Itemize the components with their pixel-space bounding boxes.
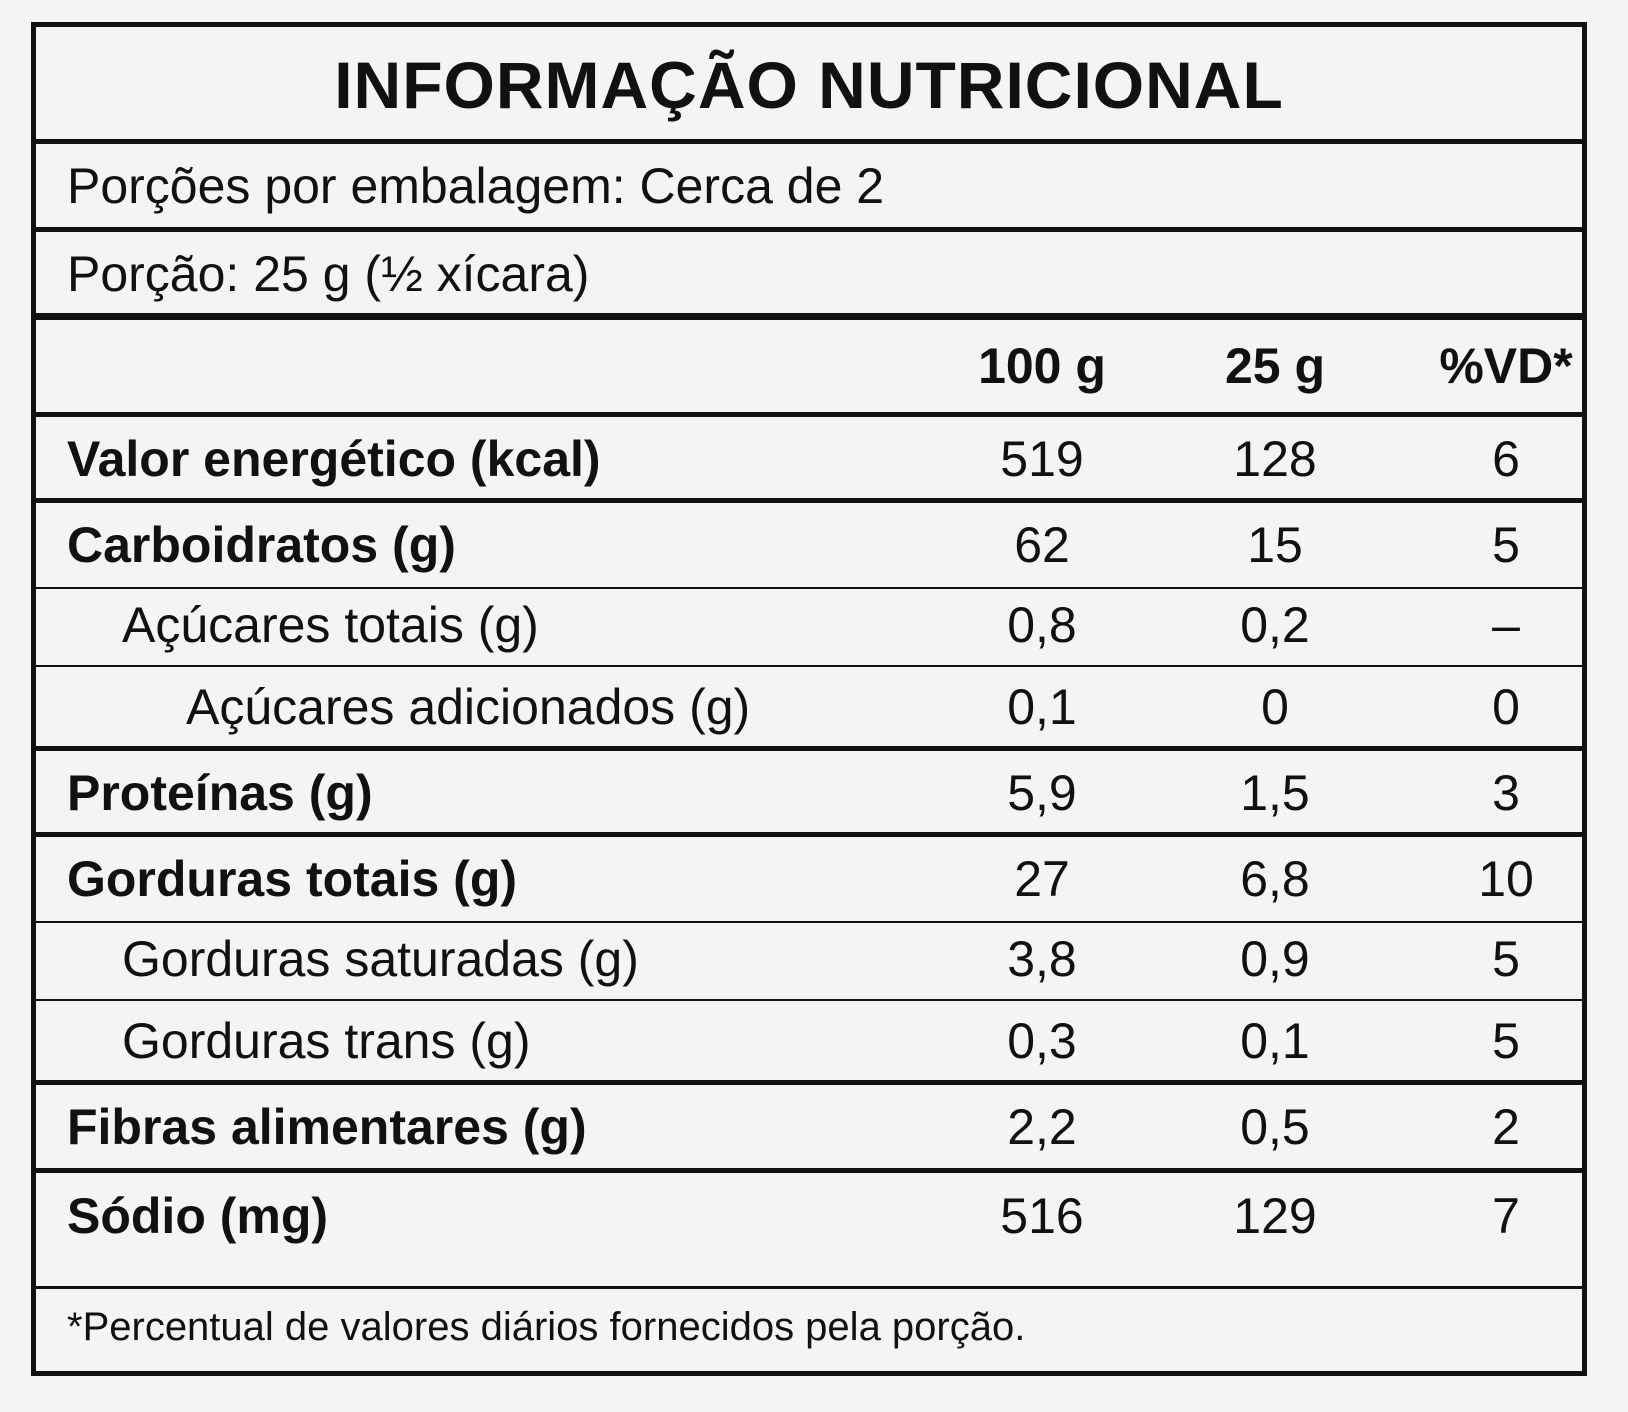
table-row-carbohydrates: Carboidratos (g) 62 15 5 (36, 503, 1582, 589)
value-vd: – (1492, 597, 1520, 653)
value-vd: 0 (1492, 679, 1520, 735)
value-25g: 129 (1233, 1188, 1317, 1244)
table-row-saturated-fat: Gorduras saturadas (g) 3,8 0,9 5 (36, 919, 1582, 1001)
value-vd: 3 (1492, 765, 1520, 821)
value-100g: 516 (1000, 1188, 1084, 1244)
value-vd: 6 (1492, 431, 1520, 487)
value-100g: 3,8 (1007, 931, 1077, 987)
value-vd: 5 (1492, 1013, 1520, 1069)
value-100g: 519 (1000, 431, 1084, 487)
value-vd: 5 (1492, 931, 1520, 987)
nutrient-name: Proteínas (g) (67, 765, 373, 821)
table-row-proteins: Proteínas (g) 5,9 1,5 3 (36, 751, 1582, 837)
value-25g: 0,5 (1240, 1099, 1310, 1155)
value-100g: 27 (1014, 851, 1070, 907)
table-row-sodium: Sódio (mg) 516 129 7 (36, 1173, 1582, 1289)
footnote: *Percentual de valores diários fornecido… (67, 1305, 1026, 1349)
value-vd: 7 (1492, 1188, 1520, 1244)
value-25g: 0 (1261, 679, 1289, 735)
nutrient-name: Carboidratos (g) (67, 517, 456, 573)
value-100g: 62 (1014, 517, 1070, 573)
table-row-total-fat: Gorduras totais (g) 27 6,8 10 (36, 837, 1582, 923)
column-header-vd: %VD* (1439, 338, 1573, 394)
value-25g: 0,1 (1240, 1013, 1310, 1069)
portion-size: Porção: 25 g (½ xícara) (36, 232, 1582, 320)
column-header-row: 100 g 25 g %VD* (36, 320, 1582, 417)
nutrient-name: Gorduras saturadas (g) (122, 931, 639, 987)
table-row-fiber: Fibras alimentares (g) 2,2 0,5 2 (36, 1085, 1582, 1173)
value-vd: 5 (1492, 517, 1520, 573)
value-100g: 0,3 (1007, 1013, 1077, 1069)
table-row-trans-fat: Gorduras trans (g) 0,3 0,1 5 (36, 1001, 1582, 1085)
value-25g: 1,5 (1240, 765, 1310, 821)
nutrient-name: Gorduras trans (g) (122, 1013, 531, 1069)
nutrient-name: Gorduras totais (g) (67, 851, 518, 907)
nutrient-name: Açúcares adicionados (g) (186, 679, 751, 735)
nutrient-name: Fibras alimentares (g) (67, 1099, 587, 1155)
table-row-energy: Valor energético (kcal) 519 128 6 (36, 417, 1582, 503)
column-header-100g: 100 g (978, 338, 1106, 394)
table-row-added-sugars: Açúcares adicionados (g) 0,1 0 0 (36, 667, 1582, 751)
table-row-total-sugars: Açúcares totais (g) 0,8 0,2 – (36, 585, 1582, 667)
value-vd: 2 (1492, 1099, 1520, 1155)
value-100g: 2,2 (1007, 1099, 1077, 1155)
nutrient-name: Açúcares totais (g) (122, 597, 539, 653)
value-25g: 128 (1233, 431, 1317, 487)
value-25g: 6,8 (1240, 851, 1310, 907)
column-header-25g: 25 g (1224, 338, 1326, 394)
value-25g: 15 (1247, 517, 1303, 573)
portions-per-package: Porções por embalagem: Cerca de 2 (36, 144, 1582, 232)
value-100g: 5,9 (1007, 765, 1077, 821)
value-100g: 0,8 (1007, 597, 1077, 653)
value-25g: 0,9 (1240, 931, 1310, 987)
table-title: INFORMAÇÃO NUTRICIONAL (36, 27, 1582, 144)
nutrient-name: Valor energético (kcal) (67, 431, 601, 487)
nutrient-name: Sódio (mg) (67, 1188, 329, 1244)
value-vd: 10 (1478, 851, 1534, 907)
value-25g: 0,2 (1240, 597, 1310, 653)
nutrition-facts-table: INFORMAÇÃO NUTRICIONAL Porções por embal… (31, 22, 1587, 1376)
value-100g: 0,1 (1007, 679, 1077, 735)
